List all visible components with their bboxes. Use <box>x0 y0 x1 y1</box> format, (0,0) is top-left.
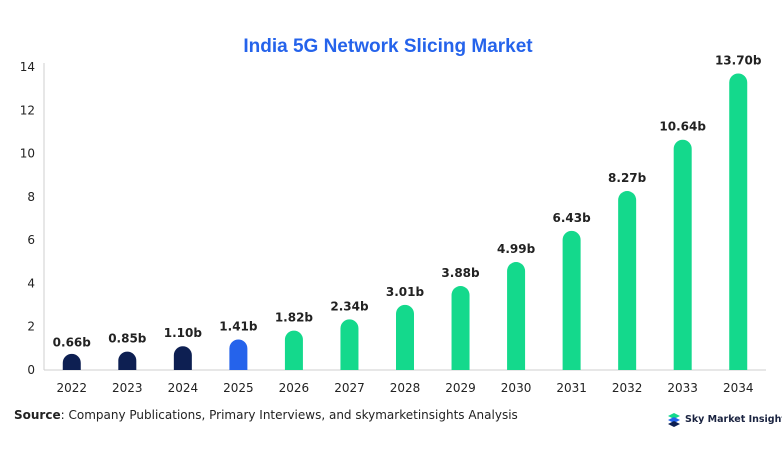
bar <box>562 230 581 370</box>
x-tick-label: 2029 <box>445 381 476 395</box>
bar <box>396 304 414 370</box>
bar-value-label: 4.99b <box>497 242 536 256</box>
bar-value-label: 8.27b <box>608 171 647 185</box>
x-tick-label: 2024 <box>168 381 199 395</box>
x-tick-label: 2026 <box>279 381 310 395</box>
x-tick-label: 2025 <box>223 381 254 395</box>
chart-title: India 5G Network Slicing Market <box>243 36 533 57</box>
sky-market-insights-logo-icon <box>668 412 680 427</box>
source-text: : Company Publications, Primary Intervie… <box>60 408 518 422</box>
x-axis: 2022 2023 2024 2025 2026 2027 2028 2029 2030 2031… <box>44 369 766 395</box>
x-tick-label: 2034 <box>723 381 754 395</box>
x-tick-label: 2032 <box>612 381 643 395</box>
x-tick-label: 2033 <box>667 381 698 395</box>
bar <box>507 262 526 370</box>
bar-value-label: 0.85b <box>108 332 147 346</box>
y-tick-label: 2 <box>27 320 35 334</box>
bar-value-label: 0.66b <box>53 336 92 350</box>
bar <box>229 339 248 370</box>
bar <box>451 286 470 370</box>
y-tick-label: 8 <box>27 190 35 204</box>
bar-value-label: 1.41b <box>219 319 258 333</box>
bar <box>62 353 81 370</box>
bars <box>62 73 748 370</box>
bar-chart: India 5G Network Slicing Market 0 2 4 6 8 10 1… <box>20 36 766 395</box>
bar-value-label: 1.82b <box>275 311 314 325</box>
bar <box>729 73 748 370</box>
bar-value-label: 10.64b <box>659 120 706 134</box>
x-tick-label: 2027 <box>334 381 365 395</box>
bar-value-label: 1.10b <box>164 326 203 340</box>
y-tick-label: 0 <box>27 363 35 377</box>
bar <box>284 330 303 370</box>
y-tick-label: 4 <box>27 276 35 290</box>
x-tick-label: 2023 <box>112 381 143 395</box>
source-label: Source <box>14 408 61 422</box>
bar <box>618 191 637 370</box>
x-tick-label: 2028 <box>390 381 421 395</box>
y-axis: 0 2 4 6 8 10 12 14 <box>20 60 45 377</box>
bar <box>118 351 137 370</box>
x-tick-label: 2022 <box>56 381 87 395</box>
source-note: Source: Company Publications, Primary In… <box>14 408 518 422</box>
brand-logo: Sky Market Insights <box>667 411 782 427</box>
y-tick-label: 10 <box>20 147 35 161</box>
bar-value-label: 3.01b <box>386 285 425 299</box>
bar-value-label: 6.43b <box>553 211 592 225</box>
bar-value-label: 2.34b <box>330 299 369 313</box>
bar <box>340 319 359 370</box>
logo-text: Sky Market Insights <box>685 413 782 425</box>
x-tick-label: 2031 <box>556 381 587 395</box>
y-tick-label: 6 <box>27 233 35 247</box>
y-tick-label: 14 <box>20 60 35 74</box>
bar-value-label: 3.88b <box>441 266 480 280</box>
bar <box>173 346 192 370</box>
bar <box>673 139 692 370</box>
x-tick-label: 2030 <box>501 381 532 395</box>
bar-value-label: 13.70b <box>715 53 762 67</box>
y-tick-label: 12 <box>20 103 35 117</box>
data-labels: 0.66b 0.85b 1.10b 1.41b 1.82b 2.34b 3.01b 3.88b… <box>53 53 762 349</box>
